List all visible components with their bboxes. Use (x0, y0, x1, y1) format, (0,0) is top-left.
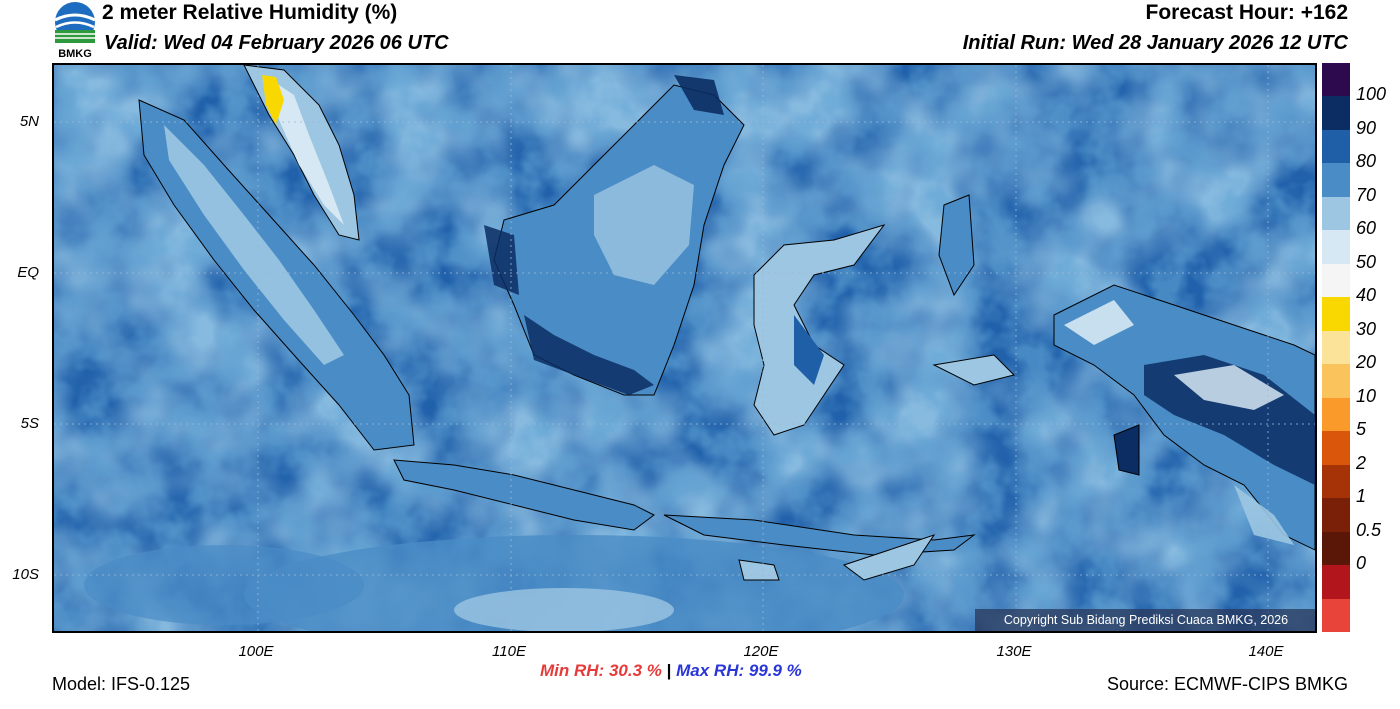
colorbar-label: 2 (1356, 452, 1367, 473)
colorbar-segment (1322, 531, 1350, 566)
colorbar-segment (1322, 397, 1350, 432)
y-tick-eq: EQ (17, 264, 39, 281)
colorbar-segment (1322, 330, 1350, 365)
max-rh-value: 99.9 % (748, 661, 802, 680)
colorbar-label: 60 (1356, 218, 1377, 239)
colorbar-segment (1322, 598, 1350, 633)
colorbar-segment (1322, 464, 1350, 499)
colorbar-label: 0.5 (1356, 519, 1382, 540)
colorbar-segment (1322, 431, 1350, 466)
x-tick-140e: 140E (1248, 643, 1284, 660)
colorbar-label: 1 (1356, 486, 1367, 507)
min-max-separator: | (666, 661, 672, 680)
colorbar-segment (1322, 196, 1350, 231)
colorbar-label: 0 (1356, 553, 1367, 574)
source-label: Source: ECMWF-CIPS BMKG (1106, 674, 1348, 694)
min-max-readout: Min RH: 30.3 % | Max RH: 99.9 % (540, 661, 802, 681)
colorbar-label: 90 (1356, 117, 1377, 138)
valid-time: Valid: Wed 04 February 2026 06 UTC (104, 32, 449, 54)
colorbar-label: 80 (1356, 151, 1377, 172)
colorbar-label: 100 (1356, 84, 1387, 105)
colorbar-segment (1322, 230, 1350, 265)
logo-text: BMKG (58, 48, 92, 60)
max-rh-label: Max RH: (676, 661, 745, 680)
colorbar-segment (1322, 163, 1350, 198)
forecast-hour: Forecast Hour: +162 (1145, 1, 1349, 24)
y-tick-10s: 10S (12, 566, 39, 583)
model-label: Model: IFS-0.125 (52, 674, 191, 694)
copyright-notice: Copyright Sub Bidang Prediksi Cuaca BMKG… (975, 609, 1315, 631)
map-title: 2 meter Relative Humidity (%) (102, 1, 398, 24)
colorbar-label: 30 (1356, 318, 1377, 339)
colorbar-segment (1322, 498, 1350, 533)
colorbar-segment (1322, 129, 1350, 164)
x-tick-130e: 130E (996, 643, 1032, 660)
y-tick-5n: 5N (19, 113, 39, 130)
x-tick-100e: 100E (238, 643, 274, 660)
y-tick-5s: 5S (20, 415, 39, 432)
colorbar-segment (1322, 96, 1350, 131)
colorbar-label: 20 (1356, 352, 1377, 373)
colorbar-segment (1322, 63, 1350, 97)
min-rh-label: Min RH: (540, 661, 605, 680)
colorbar-label: 10 (1356, 385, 1377, 406)
colorbar-segment (1322, 565, 1350, 600)
colorbar-segment (1322, 263, 1350, 298)
humidity-map: Copyright Sub Bidang Prediksi Cuaca BMKG… (52, 63, 1317, 633)
x-tick-110e: 110E (492, 643, 526, 660)
colorbar-label: 5 (1356, 419, 1367, 440)
colorbar-label: 70 (1356, 184, 1377, 205)
colorbar-segment (1322, 364, 1350, 399)
x-tick-120e: 120E (743, 643, 779, 660)
initial-run: Initial Run: Wed 28 January 2026 12 UTC (962, 32, 1348, 54)
min-rh-value: 30.3 % (608, 661, 662, 680)
colorbar-label: 40 (1356, 285, 1377, 306)
bmkg-logo (52, 0, 98, 62)
colorbar-segment (1322, 297, 1350, 332)
colorbar-label: 50 (1356, 251, 1377, 272)
